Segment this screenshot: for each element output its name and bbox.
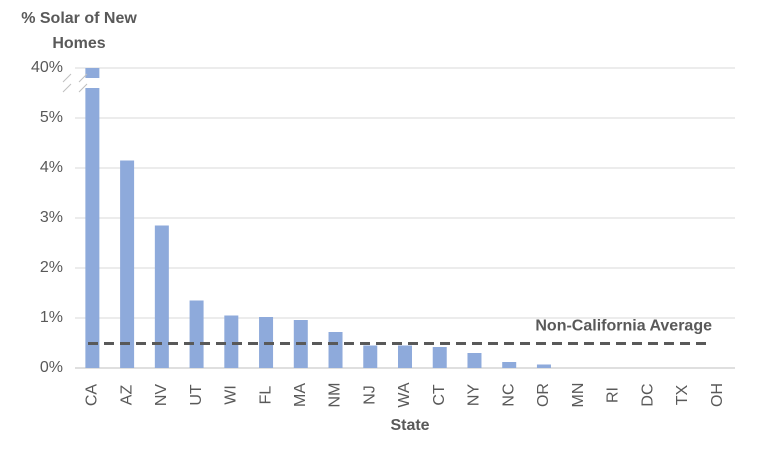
bar [363, 345, 378, 368]
bar [120, 160, 135, 368]
bar [189, 300, 204, 368]
bar [502, 362, 517, 368]
bar [154, 225, 169, 368]
y-tick-label: 5% [40, 109, 63, 126]
y-tick-label: 1% [40, 309, 63, 326]
x-tick-label: AZ [118, 385, 135, 406]
y-axis-title: % Solar of New Homes [21, 10, 137, 52]
y-tick-label: 40% [31, 59, 63, 76]
y-tick-label: 2% [40, 259, 63, 276]
y-tick-label: 3% [40, 209, 63, 226]
bar [536, 364, 551, 368]
x-tick-label: DC [639, 383, 656, 406]
x-tick-label: UT [188, 384, 205, 406]
x-tick-label: WI [223, 385, 240, 405]
x-tick-label: WA [396, 382, 413, 408]
x-tick-label: MN [570, 383, 587, 408]
x-tick-label: OH [709, 383, 726, 407]
x-tick-label: OR [535, 383, 552, 407]
bar [328, 332, 343, 368]
bar-break-gap [82, 78, 103, 88]
x-tick-label: MA [292, 383, 309, 407]
x-tick-label: NJ [361, 385, 378, 405]
y-tick-label: 4% [40, 159, 63, 176]
x-tick-label: TX [674, 384, 691, 405]
x-tick-label: RI [605, 387, 622, 403]
bar [398, 345, 412, 368]
bar [432, 347, 447, 368]
x-tick-label: CT [431, 384, 448, 406]
x-tick-label: NC [500, 383, 517, 406]
average-label: Non-California Average [535, 318, 712, 335]
axis-break-mark [78, 73, 88, 93]
x-tick-label: NY [466, 384, 483, 407]
bar [85, 68, 100, 368]
bar [467, 353, 482, 368]
x-tick-label: NM [327, 383, 344, 408]
y-tick-label: 0% [40, 359, 63, 376]
bar [224, 315, 239, 368]
axis-break-gap [63, 90, 93, 98]
x-tick-label: FL [257, 386, 274, 405]
x-tick-label: CA [84, 384, 101, 407]
x-axis-title: State [390, 417, 429, 434]
x-tick-label: NV [153, 384, 170, 407]
axis-break-mark [62, 73, 72, 93]
